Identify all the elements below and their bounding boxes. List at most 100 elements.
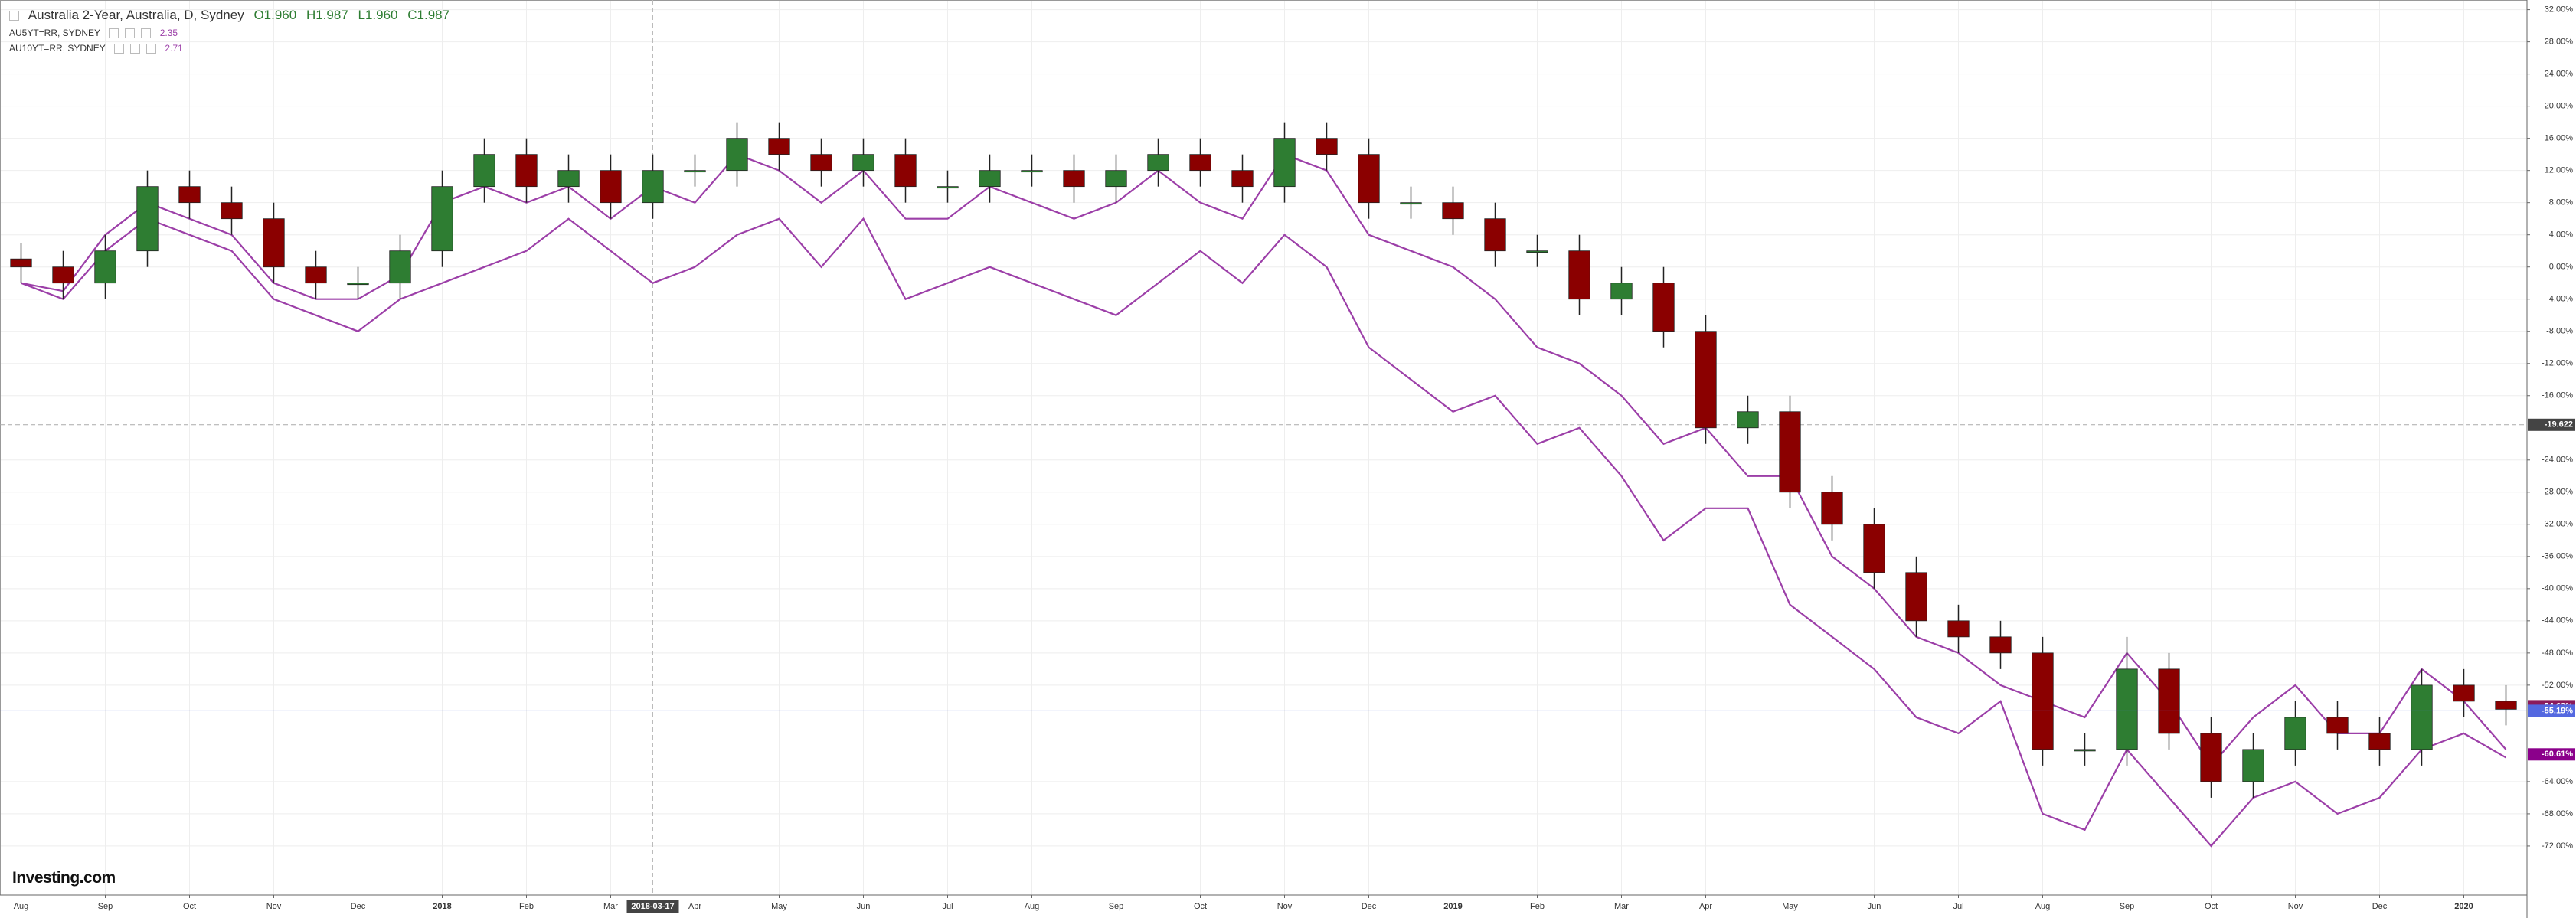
candle-body <box>515 154 538 188</box>
collapse-button[interactable] <box>9 11 19 21</box>
candle-body <box>1021 170 1043 173</box>
candle-body <box>1779 411 1801 493</box>
candle-body <box>2158 668 2180 734</box>
candle-body <box>894 154 917 188</box>
candle-body <box>347 283 369 286</box>
y-tick-label: 20.00% <box>2545 102 2574 111</box>
candle-body <box>10 258 32 268</box>
legend-entry: AU10YT=RR, SYDNEY 2.71 <box>9 43 189 54</box>
crosshair-value-box <box>2528 418 2575 431</box>
y-tick-label: -64.00% <box>2542 777 2573 786</box>
candle-body <box>1905 572 1927 622</box>
x-tick-label: Apr <box>688 902 701 911</box>
legend-entry: AU5YT=RR, SYDNEY 2.35 <box>9 28 184 39</box>
legend-hide[interactable] <box>125 28 136 39</box>
candle-body <box>937 186 959 189</box>
candle-body <box>2411 684 2433 750</box>
candle-body <box>263 218 285 268</box>
candle-body <box>1147 154 1169 172</box>
x-tick-label: Mar <box>1614 902 1629 911</box>
ohlc-open: O1.960 <box>253 8 297 22</box>
candle-body <box>1273 138 1296 188</box>
y-tick-label: -12.00% <box>2542 359 2573 368</box>
x-tick-label: Oct <box>2205 902 2218 911</box>
x-tick-label: Sep <box>2120 902 2135 911</box>
candle-body <box>1063 170 1085 188</box>
candle-body <box>1442 202 1464 220</box>
legend-last: 2.71 <box>165 43 183 54</box>
x-tick-label: Jun <box>857 902 871 911</box>
legend-last: 2.35 <box>159 28 178 38</box>
price-marker-label: -60.61% <box>2542 750 2573 759</box>
y-tick-label: -36.00% <box>2542 552 2573 561</box>
candle-body <box>2495 701 2517 710</box>
price-marker <box>2528 748 2575 761</box>
candle-body <box>2326 717 2349 734</box>
y-tick-label: 32.00% <box>2545 5 2574 15</box>
legend-settings[interactable] <box>114 44 125 54</box>
candle-body <box>684 170 706 173</box>
ohlc-close: C1.987 <box>407 8 450 22</box>
candle-body <box>1695 331 1717 429</box>
candle-body <box>1610 283 1633 300</box>
candle-body <box>305 266 327 284</box>
y-tick-label: -4.00% <box>2546 295 2573 304</box>
ohlc-low: L1.960 <box>358 8 398 22</box>
x-tick-label: Dec <box>1362 902 1377 911</box>
candle-body <box>2074 749 2096 752</box>
y-tick-label: 4.00% <box>2549 230 2573 240</box>
candle-body <box>1105 170 1127 188</box>
y-tick-label: 16.00% <box>2545 134 2574 143</box>
candle-body <box>136 186 159 252</box>
x-tick-label: Sep <box>98 902 113 911</box>
y-tick-label: 0.00% <box>2549 263 2573 272</box>
y-tick-label: -24.00% <box>2542 456 2573 465</box>
legend-name: AU10YT=RR, SYDNEY <box>9 43 106 54</box>
candle-body <box>726 138 748 172</box>
x-tick-label: Dec <box>351 902 366 911</box>
legend-hide[interactable] <box>130 44 141 54</box>
candle-body <box>768 138 790 155</box>
candle-body <box>852 154 874 172</box>
candle-body <box>1568 250 1590 300</box>
x-tick-label: 2020 <box>2454 902 2473 911</box>
candle-body <box>1189 154 1211 172</box>
header: Australia 2-Year, Australia, D, Sydney O… <box>9 8 456 23</box>
candle-body <box>1947 620 1970 638</box>
candle-body <box>2453 684 2475 702</box>
candle-body <box>1863 524 1885 573</box>
y-tick-label: 12.00% <box>2545 166 2574 175</box>
crosshair-value: -19.622 <box>2545 420 2573 430</box>
x-tick-label: Jul <box>1953 902 1963 911</box>
candle-body <box>642 170 664 204</box>
price-marker-label: -55.19% <box>2542 706 2573 715</box>
x-tick-label: 2018 <box>433 902 451 911</box>
candle-body <box>178 186 201 204</box>
candle-body <box>1821 492 1843 525</box>
candle-body <box>2116 668 2138 750</box>
candle-body <box>557 170 580 188</box>
x-tick-label: Jul <box>942 902 953 911</box>
x-tick-label: Nov <box>1277 902 1293 911</box>
candle-body <box>52 266 74 284</box>
legend-remove[interactable] <box>141 28 152 39</box>
x-tick-label: Oct <box>1194 902 1207 911</box>
candle-body <box>473 154 495 188</box>
candle-body <box>1526 250 1548 253</box>
candle-body <box>2242 749 2264 782</box>
crosshair-date-box <box>626 900 679 913</box>
x-tick-label: Feb <box>519 902 534 911</box>
candle-body <box>94 250 116 284</box>
y-tick-label: -32.00% <box>2542 520 2573 529</box>
candle-body <box>2368 733 2391 750</box>
x-tick-label: Sep <box>1109 902 1124 911</box>
y-tick-label: -72.00% <box>2542 841 2573 851</box>
x-tick-label: Nov <box>2288 902 2303 911</box>
x-tick-label: Aug <box>1025 902 1040 911</box>
candle-body <box>1400 202 1422 205</box>
x-tick-label: Feb <box>1530 902 1545 911</box>
legend-remove[interactable] <box>146 44 157 54</box>
legend-settings[interactable] <box>109 28 119 39</box>
candle-body <box>1737 411 1759 429</box>
x-tick-label: May <box>771 902 787 911</box>
